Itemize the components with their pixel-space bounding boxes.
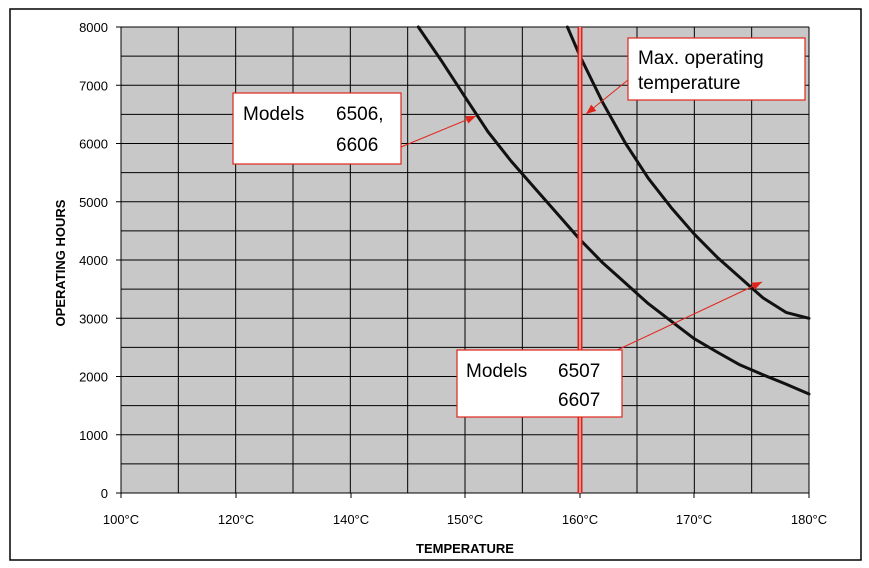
y-axis-title: OPERATING HOURS: [53, 199, 68, 326]
callout-series-1: Models 6506, 6606: [232, 92, 402, 165]
x-axis-title: TEMPERATURE: [416, 541, 514, 556]
x-tick-label: 120°C: [218, 512, 254, 527]
leader-series-2-line: [612, 281, 763, 353]
leader-max-temp-head: [586, 104, 597, 114]
x-tick-label: 100°C: [103, 512, 139, 527]
x-tick-label: 140°C: [333, 512, 369, 527]
series-line-1: [416, 25, 811, 396]
callout-leaders: [400, 79, 763, 353]
callout-max-temp-line1: Max. operating: [638, 48, 764, 69]
callout-series-2: Models 6507 6607: [456, 349, 623, 418]
callout-series-1-line3: 6606: [336, 135, 378, 156]
y-tick-label: 6000: [79, 137, 108, 152]
callout-series-2-box: [456, 349, 623, 418]
x-tick-label: 180°C: [791, 512, 827, 527]
y-axis-ticks: 0 1000 2000 3000 4000 5000 6000 7000 8000: [79, 20, 121, 501]
series-line-2: [565, 25, 811, 320]
callout-max-temp: Max. operating temperature: [627, 37, 806, 101]
y-tick-label: 5000: [79, 195, 108, 210]
x-tick-label: 170°C: [676, 512, 712, 527]
callout-series-1-line1: Models: [243, 104, 304, 125]
chart-border: [9, 8, 862, 561]
callout-series-1-box: [232, 92, 402, 165]
y-tick-label: 1000: [79, 428, 108, 443]
y-tick-label: 3000: [79, 311, 108, 326]
y-tick-label: 4000: [79, 253, 108, 268]
callout-max-temp-box: [627, 37, 806, 101]
callout-max-temp-line2: temperature: [638, 73, 740, 94]
leader-series-2-head: [751, 282, 762, 290]
x-tick-label: 160°C: [562, 512, 598, 527]
leader-series-1-head: [465, 116, 476, 124]
x-tick-label: 150°C: [447, 512, 483, 527]
x-axis-ticks: 100°C 120°C 140°C 150°C 160°C 170°C 180°C: [103, 493, 827, 527]
y-tick-label: 0: [101, 486, 108, 501]
callout-series-2-line3: 6607: [558, 390, 600, 411]
y-tick-label: 2000: [79, 370, 108, 385]
callout-series-1-line2: 6506,: [336, 104, 384, 125]
y-tick-label: 8000: [79, 20, 108, 35]
series-group: [416, 25, 811, 396]
leader-series-1-line: [400, 115, 477, 148]
y-tick-label: 7000: [79, 78, 108, 93]
callout-series-2-line1: Models: [466, 361, 527, 382]
callout-series-2-line2: 6507: [558, 361, 600, 382]
